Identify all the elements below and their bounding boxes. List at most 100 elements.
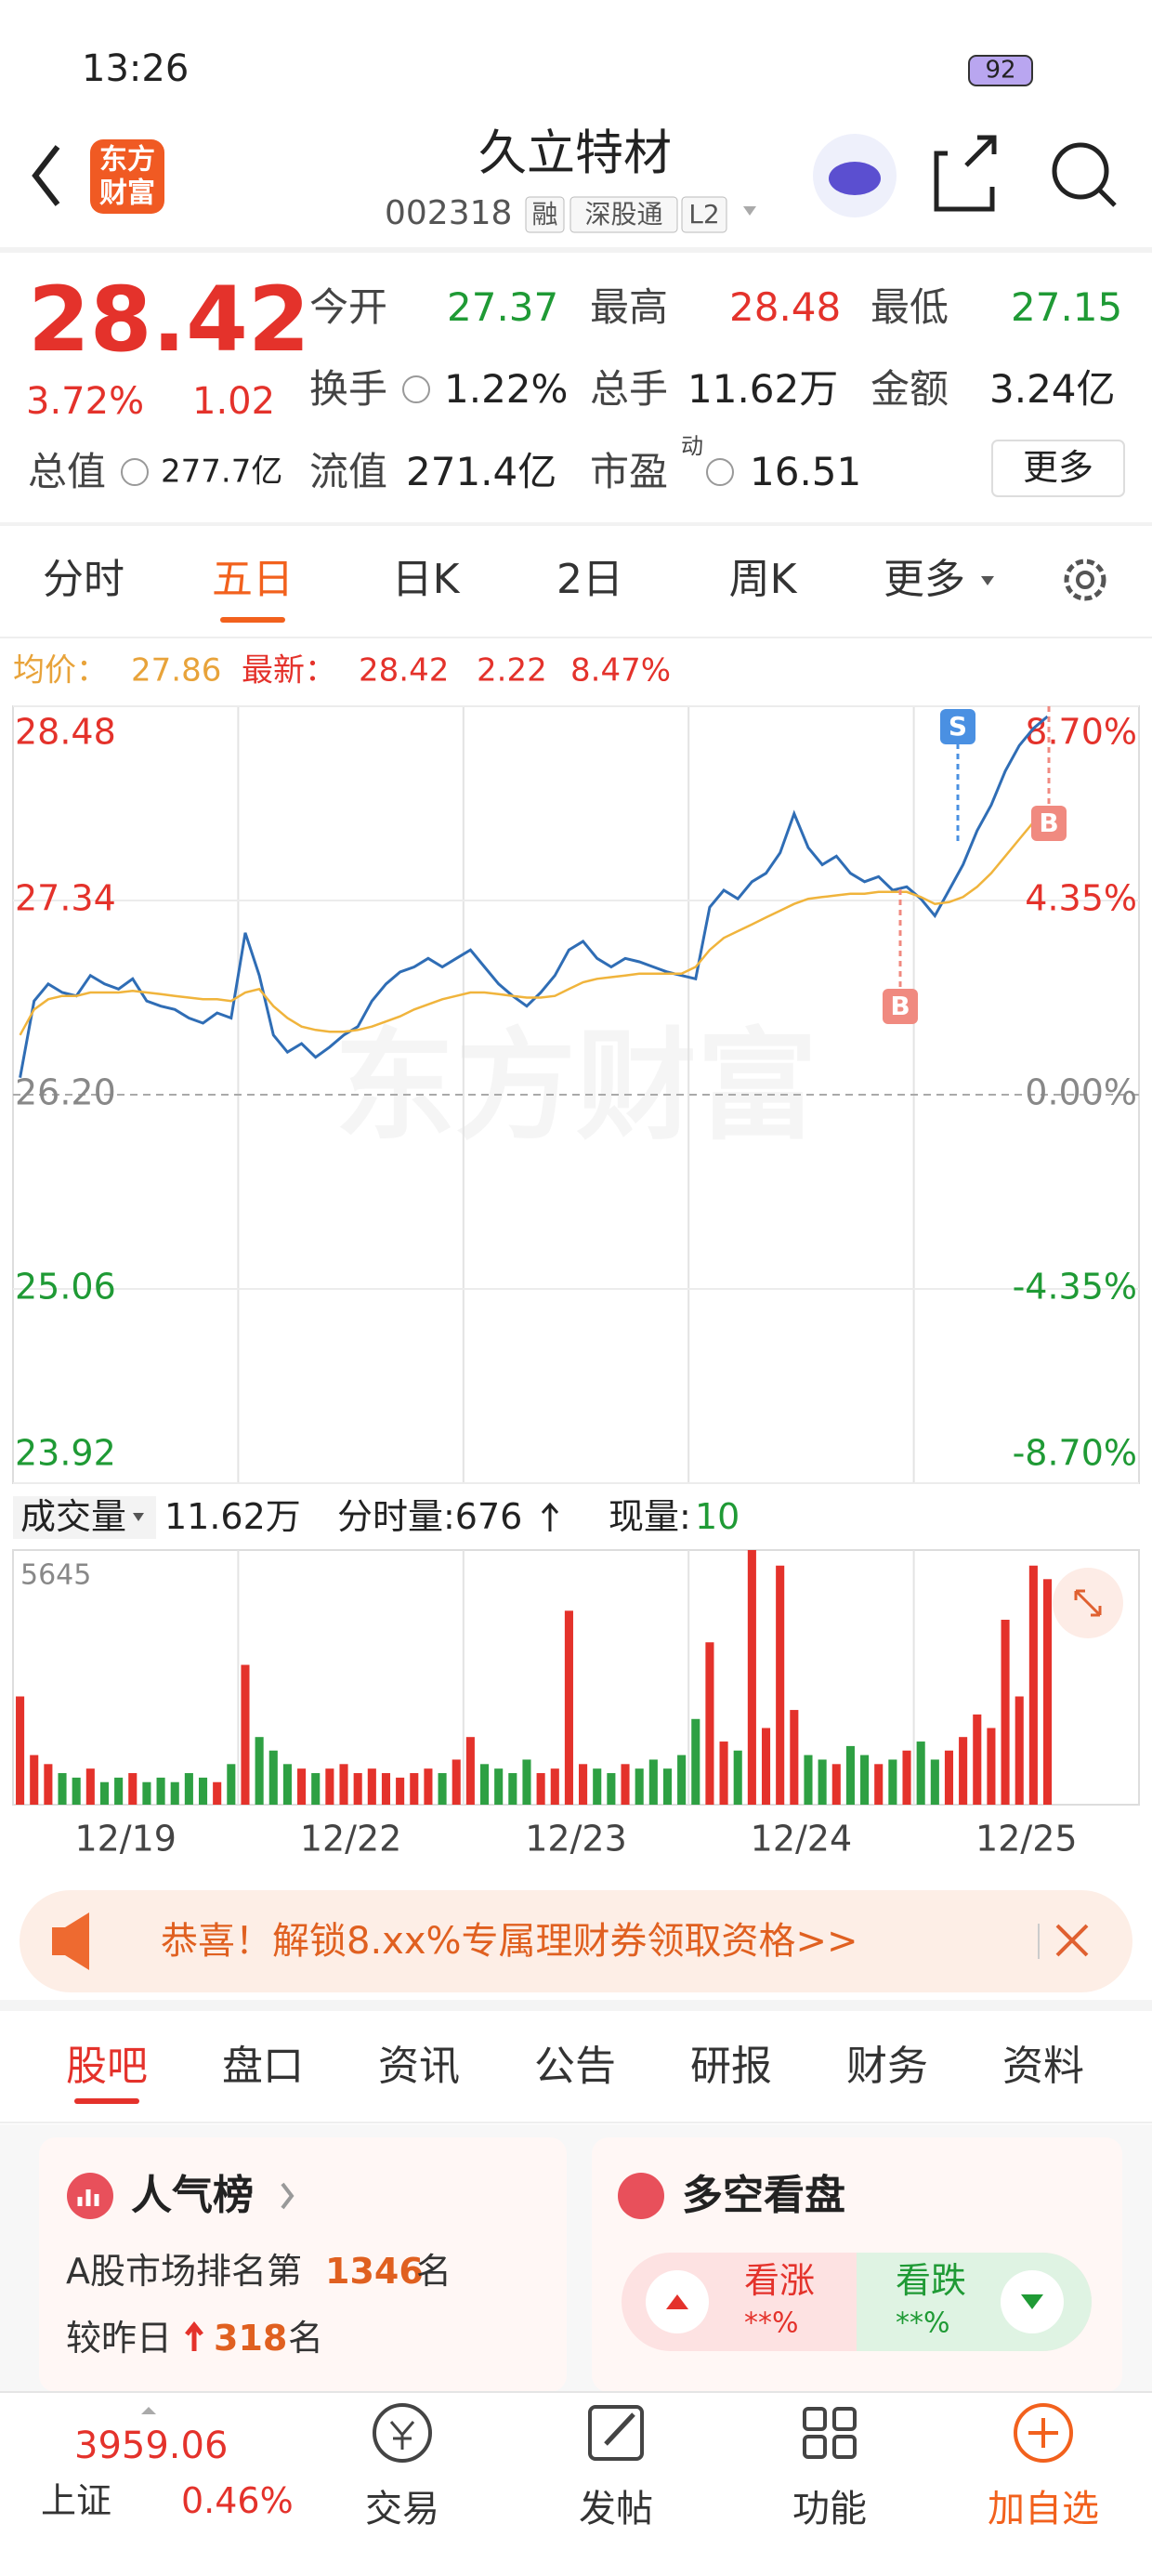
volume-label[interactable]: 成交量 (20, 1496, 127, 1538)
volume-bar (790, 1710, 799, 1805)
logo-text: 财富 (99, 177, 155, 210)
volume-bar (353, 1773, 362, 1805)
func-icon[interactable] (803, 2407, 827, 2431)
megaphone-icon (52, 1912, 89, 1970)
volume-now-label: 现量: (609, 1496, 691, 1538)
volume-bar (1042, 1579, 1053, 1805)
volume-bar (396, 1777, 405, 1805)
volume-bar (579, 1764, 588, 1805)
y-tick-label: 25.06 (15, 1267, 116, 1308)
volume-bar (213, 1781, 222, 1805)
section-tab[interactable]: 股吧 (66, 2042, 148, 2090)
nav-item[interactable]: 加自选 (988, 2488, 1099, 2530)
index-change[interactable]: 0.46% (181, 2480, 294, 2522)
quote-label: 最高 (590, 283, 669, 330)
chart-info: 8.47% (570, 651, 672, 690)
volume-bar (550, 1768, 559, 1805)
divider (0, 247, 1152, 253)
volume-bar (227, 1764, 236, 1805)
volume-bar (198, 1777, 208, 1805)
tag: L2 (688, 199, 719, 230)
period-tab[interactable]: 日K (391, 555, 460, 603)
section-tab[interactable]: 盘口 (222, 2042, 304, 2090)
divider (0, 522, 1152, 526)
info-icon (402, 375, 430, 403)
volume-bar (170, 1781, 179, 1805)
close-icon[interactable] (1055, 1924, 1089, 1957)
delta-unit: 名 (288, 2318, 324, 2359)
volume-select[interactable] (13, 1496, 156, 1539)
volume-bar (902, 1750, 911, 1805)
trade-icon[interactable] (373, 2403, 432, 2463)
more-label[interactable]: 更多 (1022, 447, 1094, 489)
period-tab[interactable]: 更多 (884, 555, 965, 603)
section-tab[interactable]: 财务 (846, 2042, 928, 2090)
settings-icon[interactable] (1064, 559, 1106, 601)
volume-bar (930, 1759, 939, 1805)
nav-caret (141, 2407, 156, 2414)
more-button[interactable] (991, 440, 1125, 497)
quote-value: 271.4亿 (406, 448, 557, 494)
period-tab[interactable]: 2日 (556, 555, 623, 603)
rank: 1346 (325, 2251, 424, 2293)
section-tab[interactable]: 资讯 (378, 2042, 460, 2090)
rise-arrow (185, 2320, 203, 2351)
quote-value: 3.24亿 (989, 365, 1116, 412)
volume-bar (648, 1759, 658, 1805)
volume-bar (987, 1728, 996, 1805)
volume-bar (733, 1750, 742, 1805)
volume-bar (845, 1745, 855, 1805)
index-value[interactable]: 3959.06 (74, 2425, 229, 2467)
nav-item[interactable]: 交易 (365, 2488, 439, 2530)
quote-value: 11.62万 (687, 365, 839, 412)
battery-level: 92 (985, 56, 1016, 85)
volume-bar (705, 1642, 714, 1805)
section-tab[interactable]: 资料 (1002, 2042, 1084, 2090)
bull-arrow (666, 2294, 688, 2309)
period-tab[interactable]: 五日 (212, 555, 294, 603)
period-tab[interactable]: 周K (728, 555, 797, 603)
add-icon[interactable] (1014, 2403, 1073, 2463)
card-title: 多空看盘 (682, 2171, 845, 2219)
period-tab[interactable]: 分时 (43, 555, 124, 603)
func-icon (803, 2435, 827, 2459)
search-icon[interactable] (1052, 142, 1109, 200)
nav-item[interactable]: 功能 (792, 2488, 867, 2530)
banner-text[interactable]: 恭喜！解锁8.xx%专属理财券领取资格>> (161, 1920, 858, 1963)
volume-bar (297, 1768, 307, 1805)
stock-code: 002318 (385, 194, 513, 233)
battery (968, 55, 1033, 86)
add-glyph (1028, 2418, 1058, 2448)
volume-bar (860, 1755, 870, 1805)
quote-value: 27.15 (1011, 283, 1123, 330)
bull-pct: **% (744, 2307, 799, 2340)
nav-item[interactable]: 发帖 (579, 2488, 653, 2530)
section-tab[interactable]: 研报 (690, 2042, 772, 2090)
volume-bar (16, 1696, 25, 1805)
volume-total: 11.62万 (164, 1496, 301, 1538)
trade-glyph (389, 2421, 415, 2450)
post-icon[interactable] (588, 2405, 644, 2461)
avg-line (19, 810, 1049, 1036)
share-icon[interactable] (934, 135, 997, 212)
volume-bar (184, 1773, 193, 1805)
expand-icon (1074, 1589, 1102, 1617)
active-tab-underline (220, 617, 285, 623)
signal-badge (883, 989, 918, 1024)
section-tab[interactable]: 公告 (534, 2042, 616, 2090)
rank-unit: 名 (416, 2251, 452, 2293)
banner[interactable] (20, 1890, 1132, 1992)
volume-bar (311, 1773, 321, 1805)
volume-bar (522, 1759, 531, 1805)
popularity-card[interactable] (39, 2137, 567, 2392)
x-tick-label: 12/22 (300, 1819, 402, 1860)
volume-bar (888, 1759, 897, 1805)
rank-text: A股市场排名第 (66, 2251, 302, 2293)
volume-bar (424, 1768, 433, 1805)
back-icon[interactable] (32, 145, 60, 206)
bear-arrow (1021, 2294, 1043, 2309)
chart-info: 27.86 (131, 651, 222, 690)
index-name[interactable]: 上证 (41, 2480, 112, 2522)
volume-bar (479, 1764, 490, 1805)
volume-bar (72, 1777, 81, 1805)
